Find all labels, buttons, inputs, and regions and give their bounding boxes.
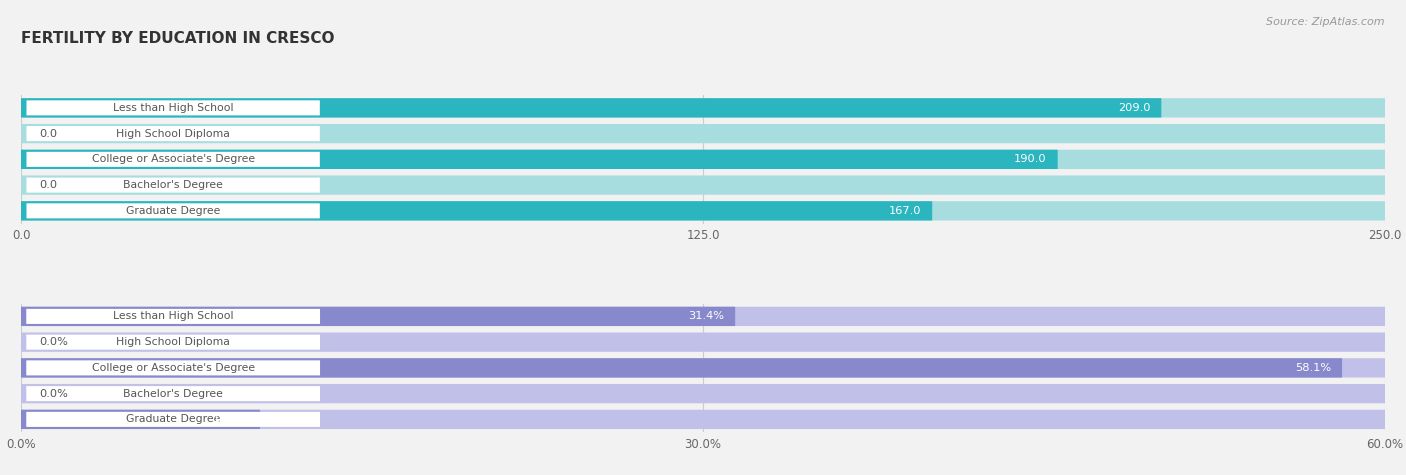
FancyBboxPatch shape — [27, 412, 321, 427]
FancyBboxPatch shape — [27, 386, 321, 401]
FancyBboxPatch shape — [27, 126, 319, 141]
FancyBboxPatch shape — [27, 309, 321, 324]
FancyBboxPatch shape — [21, 201, 932, 220]
FancyBboxPatch shape — [21, 124, 1385, 143]
Text: Less than High School: Less than High School — [112, 312, 233, 322]
Text: 0.0: 0.0 — [39, 180, 58, 190]
Text: Bachelor's Degree: Bachelor's Degree — [124, 180, 224, 190]
Text: FERTILITY BY EDUCATION IN CRESCO: FERTILITY BY EDUCATION IN CRESCO — [21, 31, 335, 46]
Text: 58.1%: 58.1% — [1295, 363, 1331, 373]
Text: Less than High School: Less than High School — [112, 103, 233, 113]
FancyBboxPatch shape — [21, 201, 1385, 220]
FancyBboxPatch shape — [21, 307, 1385, 326]
FancyBboxPatch shape — [27, 152, 319, 167]
Text: 167.0: 167.0 — [889, 206, 921, 216]
Text: Graduate Degree: Graduate Degree — [127, 414, 221, 424]
Text: Graduate Degree: Graduate Degree — [127, 206, 221, 216]
FancyBboxPatch shape — [21, 358, 1385, 378]
FancyBboxPatch shape — [27, 361, 321, 375]
FancyBboxPatch shape — [21, 384, 1385, 403]
Text: Source: ZipAtlas.com: Source: ZipAtlas.com — [1267, 17, 1385, 27]
Text: College or Associate's Degree: College or Associate's Degree — [91, 363, 254, 373]
FancyBboxPatch shape — [21, 410, 1385, 429]
FancyBboxPatch shape — [27, 203, 319, 218]
FancyBboxPatch shape — [27, 334, 321, 350]
Text: 31.4%: 31.4% — [688, 312, 724, 322]
FancyBboxPatch shape — [21, 307, 735, 326]
FancyBboxPatch shape — [27, 100, 319, 115]
FancyBboxPatch shape — [21, 332, 1385, 352]
Text: Bachelor's Degree: Bachelor's Degree — [124, 389, 224, 399]
Text: College or Associate's Degree: College or Associate's Degree — [91, 154, 254, 164]
Text: 209.0: 209.0 — [1118, 103, 1150, 113]
FancyBboxPatch shape — [21, 358, 1343, 378]
Text: 190.0: 190.0 — [1014, 154, 1046, 164]
FancyBboxPatch shape — [21, 175, 1385, 195]
FancyBboxPatch shape — [21, 150, 1057, 169]
Text: 10.5%: 10.5% — [212, 414, 249, 424]
Text: High School Diploma: High School Diploma — [117, 129, 231, 139]
Text: High School Diploma: High School Diploma — [117, 337, 231, 347]
FancyBboxPatch shape — [21, 98, 1161, 117]
FancyBboxPatch shape — [21, 98, 1385, 117]
Text: 0.0%: 0.0% — [39, 337, 67, 347]
FancyBboxPatch shape — [27, 178, 319, 193]
Text: 0.0%: 0.0% — [39, 389, 67, 399]
Text: 0.0: 0.0 — [39, 129, 58, 139]
FancyBboxPatch shape — [21, 410, 260, 429]
FancyBboxPatch shape — [21, 150, 1385, 169]
